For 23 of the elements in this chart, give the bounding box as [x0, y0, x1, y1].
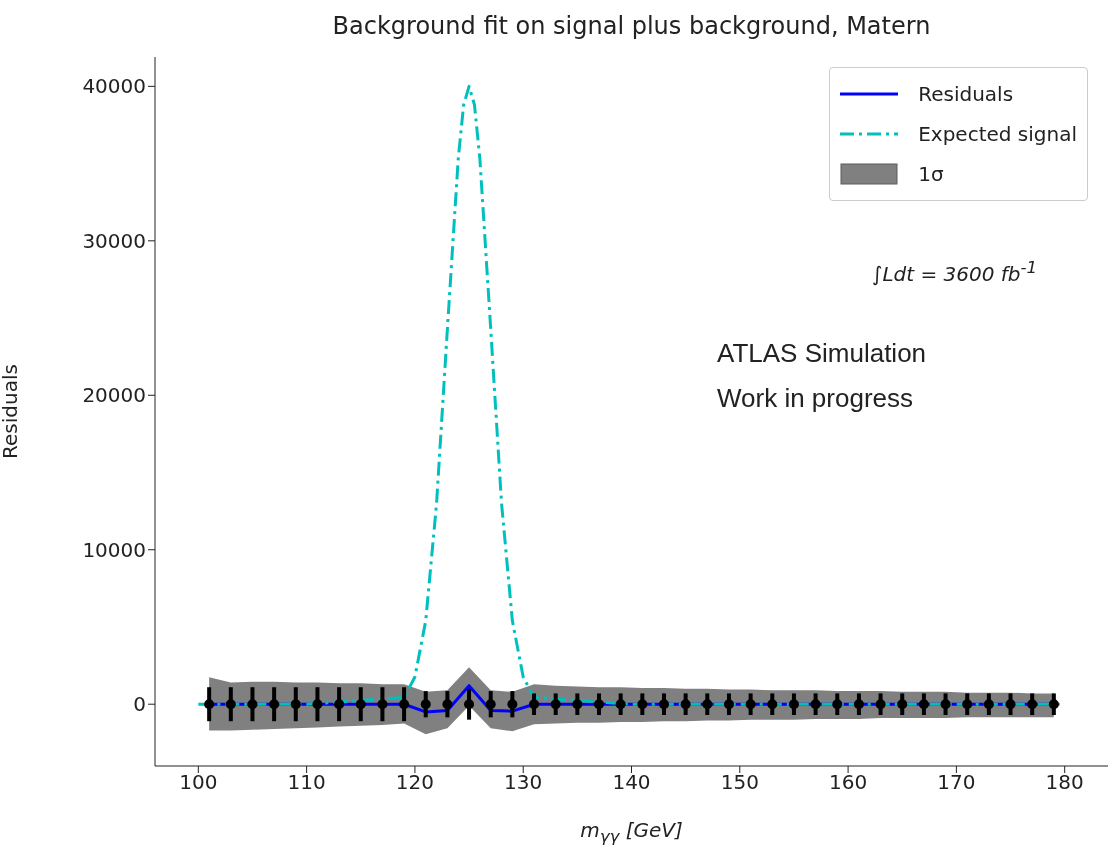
legend-label: 1σ	[918, 162, 944, 186]
x-tick-label: 130	[504, 770, 543, 795]
x-tick-label: 140	[612, 770, 651, 795]
legend-label: Expected signal	[918, 122, 1077, 146]
x-tick-label: 160	[829, 770, 868, 795]
y-tick-label: 20000	[82, 383, 146, 408]
y-tick-label: 0	[133, 692, 146, 717]
chart-title: Background fit on signal plus background, Matern	[331, 12, 932, 40]
x-tick-label: 150	[720, 770, 759, 795]
x-tick-label: 170	[937, 770, 976, 795]
legend-label: Residuals	[918, 82, 1014, 106]
x-tick-label: 110	[287, 770, 326, 795]
y-tick-label: 30000	[82, 228, 146, 253]
annotation: Work in progress	[717, 383, 914, 414]
y-axis-title: Residuals	[0, 364, 23, 459]
y-tick-label: 10000	[82, 537, 146, 562]
x-tick-label: 120	[395, 770, 434, 795]
annotation: ATLAS Simulation	[717, 338, 927, 369]
y-tick-label: 40000	[82, 74, 146, 99]
x-tick-label: 180	[1045, 770, 1084, 795]
x-tick-label: 100	[179, 770, 218, 795]
x-axis-title: m$_{γγ}$ [GeV]	[579, 818, 684, 846]
annotation: ∫Ldt = 3600 fb$^{-1}$	[872, 258, 1038, 286]
